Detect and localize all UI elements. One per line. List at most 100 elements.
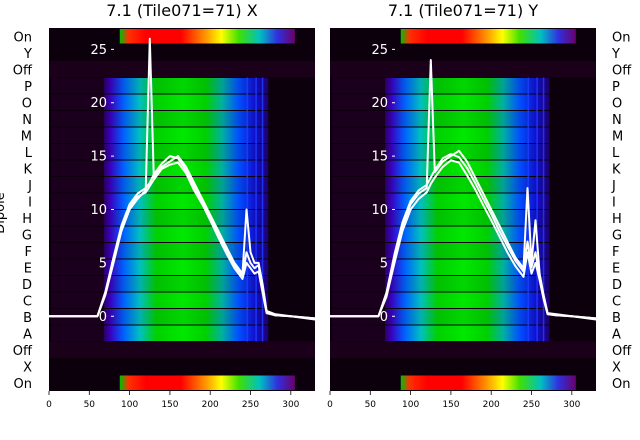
heatmap-row-shade [332, 325, 385, 341]
heatmap-row-shade [332, 127, 385, 143]
heatmap-row-empty [330, 358, 596, 375]
heatmap-row [384, 94, 550, 110]
heatmap-row [384, 226, 550, 242]
heatmap-row-shade [332, 243, 385, 259]
dipole-label-left: Y [23, 47, 32, 62]
heatmap-row [103, 226, 269, 242]
dipole-label-right: N [612, 113, 622, 128]
heatmap-row [103, 259, 269, 275]
dipole-label-right: Y [611, 47, 620, 62]
x-tick-label: 0 [327, 400, 333, 410]
overlay-tick-label: 15 [90, 150, 107, 165]
dipole-label-left: Off [13, 63, 33, 78]
heatmap-row [103, 193, 269, 209]
heatmap-row-shade [51, 177, 104, 193]
heatmap-row-shade [51, 144, 104, 160]
dipole-label-left: P [24, 80, 32, 95]
heatmap-row-shade [51, 94, 104, 110]
dipole-label-left: E [24, 261, 32, 276]
heatmap-row-off [330, 341, 596, 358]
x-tick-label: 150 [161, 400, 178, 410]
heatmap-row-shade [332, 94, 385, 110]
heatmap-row [103, 210, 269, 226]
dipole-label-left: H [22, 212, 32, 227]
x-tick-label: 100 [402, 400, 419, 410]
heatmap-row-shade [332, 177, 385, 193]
dipole-label-right: K [612, 162, 621, 177]
dipole-label-left: D [22, 278, 32, 293]
heatmap-row [103, 325, 269, 341]
heatmap-row-shade [51, 243, 104, 259]
heatmap-row-shade [332, 193, 385, 209]
overlay-tick-label: 5 [380, 256, 388, 271]
dipole-label-left: Off [13, 344, 33, 359]
heatmap-row-shade [332, 276, 385, 292]
dipole-label-right: D [612, 278, 622, 293]
dipole-label-right: J [611, 179, 616, 194]
heatmap-row-shade [332, 210, 385, 226]
series-line [49, 155, 316, 320]
dipole-label-right: On [612, 30, 630, 45]
dipole-label-left: B [23, 311, 32, 326]
x-tick-label: 50 [365, 400, 377, 410]
overlay-tick-label: 0 [99, 310, 107, 325]
x-tick-label: 150 [442, 400, 459, 410]
overlay-tick-label: 5 [99, 256, 107, 271]
heatmap-row [103, 309, 269, 325]
heatmap-streak [536, 77, 538, 342]
overlay-tick-label: 15 [371, 150, 388, 165]
heatmap-row-off [49, 341, 315, 358]
dipole-label-right: P [612, 80, 620, 95]
panel-x: 0 5 10 15 20 25 [49, 28, 316, 391]
series-line [330, 159, 597, 320]
heatmap-row [384, 292, 550, 308]
heatmap-streak [261, 77, 264, 342]
heatmap-row-shade [51, 193, 104, 209]
heatmap-row [384, 193, 550, 209]
overlay-tick-label: 10 [90, 203, 107, 218]
heatmap-row-off [49, 61, 315, 78]
heatmap-streak [542, 77, 545, 342]
dipole-label-left: X [23, 360, 32, 375]
heatmap-row-on [400, 29, 576, 44]
heatmap-row-on [400, 375, 576, 390]
panel-title-x: 7.1 (Tile071=71) X [106, 1, 257, 20]
dipole-label-left: A [23, 327, 32, 342]
heatmap-row [384, 259, 550, 275]
x-tick-label: 0 [46, 400, 52, 410]
heatmap-row [384, 111, 550, 127]
heatmap-row [103, 292, 269, 308]
dipole-label-right: A [612, 327, 621, 342]
dipole-label-left: C [23, 294, 32, 309]
heatmap-row [103, 177, 269, 193]
heatmap-streak [255, 77, 257, 342]
dipole-label-right: F [612, 245, 619, 260]
heatmap-row-shade [51, 276, 104, 292]
dipole-label-left: K [23, 162, 32, 177]
heatmap-row-empty [49, 358, 315, 375]
overlay-tick-label: 10 [371, 203, 388, 218]
dipole-label-right: E [612, 261, 620, 276]
dipole-label-right: L [612, 146, 620, 161]
dipole-label-right: On [612, 377, 630, 392]
x-tick-label: 250 [523, 400, 540, 410]
dipole-label-right: X [612, 360, 621, 375]
x-tick-label: 300 [282, 400, 299, 410]
heatmap-row [384, 210, 550, 226]
heatmap-row-shade [51, 292, 104, 308]
heatmap-row [384, 127, 550, 143]
dipole-label-left: On [14, 30, 32, 45]
dipole-label-right: O [612, 96, 622, 111]
x-tick-label: 250 [242, 400, 259, 410]
heatmap-row-shade [332, 292, 385, 308]
dipole-label-right: H [612, 212, 622, 227]
overlay-tick-label: 25 [371, 43, 388, 58]
dipole-label-left: F [25, 245, 32, 260]
heatmap-row [384, 177, 550, 193]
overlay-tick-label: 0 [380, 310, 388, 325]
dipole-label-right: C [612, 294, 621, 309]
heatmap-row [384, 325, 550, 341]
dipole-label-left: G [22, 228, 32, 243]
